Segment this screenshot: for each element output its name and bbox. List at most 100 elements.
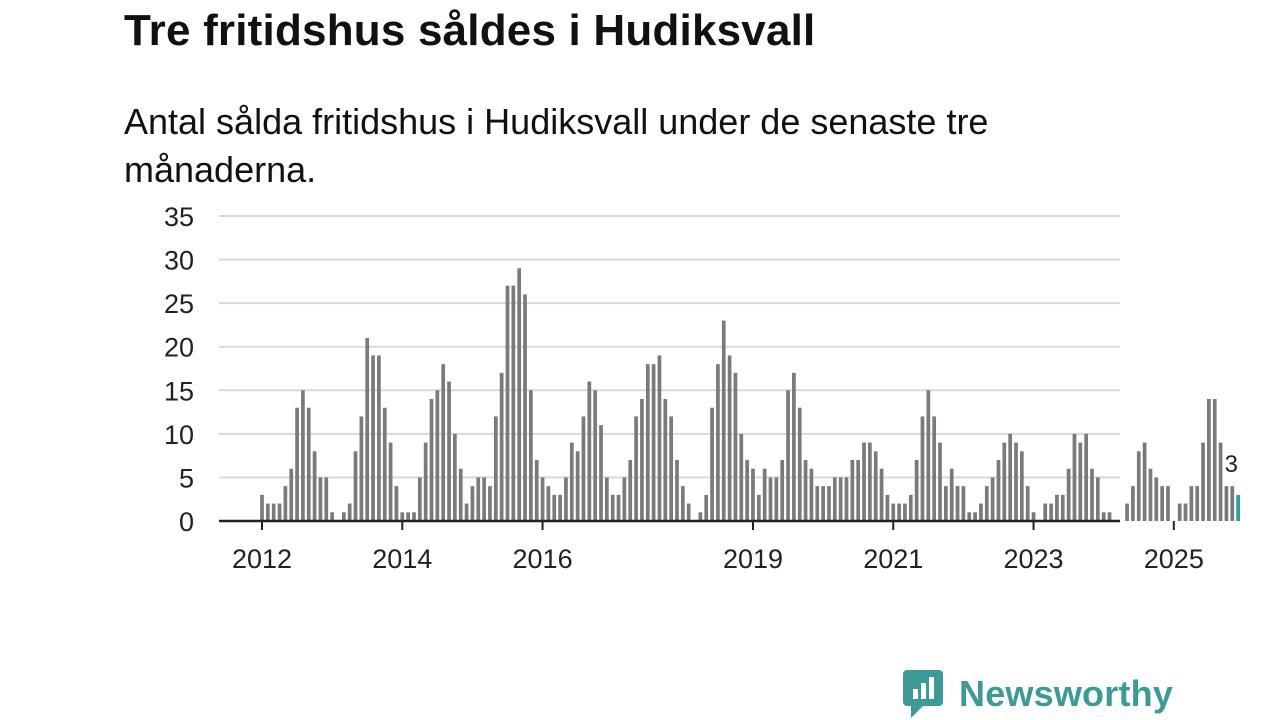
bar bbox=[306, 407, 311, 521]
bar bbox=[1031, 512, 1036, 521]
bar bbox=[616, 494, 621, 521]
bar bbox=[938, 442, 942, 521]
bar bbox=[973, 512, 977, 521]
bar bbox=[523, 294, 527, 521]
bar bbox=[283, 486, 288, 521]
bar bbox=[920, 416, 925, 521]
y-tick-label: 30 bbox=[164, 246, 194, 276]
bar bbox=[1230, 486, 1235, 521]
bar bbox=[558, 494, 562, 521]
bar bbox=[932, 416, 937, 521]
bar bbox=[838, 477, 843, 521]
bar bbox=[1236, 494, 1240, 521]
bar bbox=[751, 468, 755, 521]
bar bbox=[821, 486, 825, 521]
bar bbox=[961, 486, 966, 521]
bar bbox=[1177, 503, 1182, 521]
bar bbox=[1014, 442, 1018, 521]
y-tick-label: 25 bbox=[164, 289, 194, 319]
bar bbox=[540, 477, 545, 521]
bar bbox=[260, 494, 264, 521]
bar bbox=[441, 364, 446, 521]
bar bbox=[797, 407, 802, 521]
bar bbox=[698, 512, 703, 521]
last-value-label: 3 bbox=[1225, 451, 1238, 478]
bar bbox=[856, 460, 861, 521]
y-tick-label: 20 bbox=[164, 333, 194, 363]
bar bbox=[885, 494, 890, 521]
bar bbox=[756, 494, 761, 521]
bar bbox=[739, 433, 744, 521]
bar bbox=[1207, 399, 1211, 521]
bar bbox=[721, 320, 726, 521]
bar-series bbox=[260, 268, 1240, 521]
bar bbox=[1090, 468, 1094, 521]
brand-name: Newsworthy bbox=[959, 673, 1174, 714]
bar bbox=[318, 477, 323, 521]
bar bbox=[377, 355, 381, 521]
bar bbox=[663, 399, 668, 521]
bar bbox=[406, 512, 410, 521]
y-tick-label: 35 bbox=[164, 202, 194, 232]
bar bbox=[651, 364, 656, 521]
bar bbox=[1189, 486, 1194, 521]
bar bbox=[832, 477, 837, 521]
bar bbox=[435, 390, 440, 521]
bar bbox=[914, 460, 919, 521]
bar bbox=[780, 460, 785, 521]
bar bbox=[1107, 512, 1112, 521]
bar bbox=[850, 460, 855, 521]
bar bbox=[827, 486, 831, 521]
bar bbox=[792, 372, 796, 521]
bar bbox=[371, 355, 375, 521]
bar bbox=[429, 399, 434, 521]
bar bbox=[1060, 494, 1065, 521]
bar bbox=[1212, 399, 1217, 521]
bar bbox=[680, 486, 685, 521]
bar bbox=[382, 407, 387, 521]
bar bbox=[675, 460, 679, 521]
bar bbox=[1020, 451, 1024, 521]
x-tick-label: 2023 bbox=[1004, 544, 1064, 574]
bar bbox=[1002, 442, 1007, 521]
bar bbox=[599, 425, 603, 521]
bar bbox=[1218, 442, 1223, 521]
bar bbox=[979, 503, 983, 521]
bar bbox=[944, 486, 948, 521]
bar bbox=[493, 416, 498, 521]
bar bbox=[862, 442, 866, 521]
chart-subtitle: Antal sålda fritidshus i Hudiksvall unde… bbox=[124, 101, 989, 190]
bar bbox=[1049, 503, 1053, 521]
annotation-layer: 3 bbox=[1225, 451, 1238, 478]
bar bbox=[505, 285, 510, 521]
bar bbox=[534, 460, 539, 521]
y-tick-label: 5 bbox=[179, 463, 194, 493]
bar bbox=[552, 494, 557, 521]
bar bbox=[733, 372, 738, 521]
bar bbox=[955, 486, 960, 521]
y-tick-label: 15 bbox=[164, 376, 194, 406]
x-axis-tick-labels: 2012 2014 2016 2019 2021 2023 2025 bbox=[232, 521, 1204, 574]
bar bbox=[1195, 486, 1200, 521]
bar bbox=[745, 460, 749, 521]
bar bbox=[710, 407, 714, 521]
x-tick-label: 2014 bbox=[372, 544, 432, 574]
bar bbox=[564, 477, 568, 521]
bar bbox=[587, 381, 592, 521]
y-tick-label: 10 bbox=[164, 420, 194, 450]
bar bbox=[1072, 433, 1077, 521]
bar bbox=[1025, 486, 1030, 521]
bar bbox=[482, 477, 486, 521]
bar bbox=[844, 477, 849, 521]
bar bbox=[394, 486, 399, 521]
bar bbox=[1201, 442, 1205, 521]
bar bbox=[295, 407, 299, 521]
bar bbox=[581, 416, 586, 521]
bar bbox=[412, 512, 416, 521]
bar bbox=[1142, 442, 1147, 521]
bar bbox=[1101, 512, 1106, 521]
bar bbox=[365, 338, 370, 521]
x-tick-label: 2012 bbox=[232, 544, 292, 574]
bar bbox=[1008, 433, 1013, 521]
bar bbox=[984, 486, 989, 521]
